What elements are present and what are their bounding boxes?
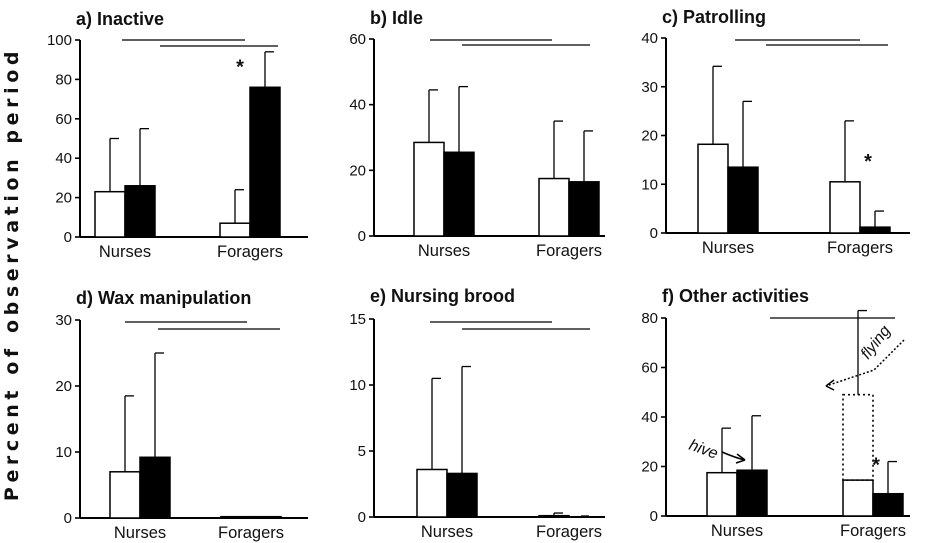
y-tick-label: 60 [641, 360, 658, 377]
bar [416, 468, 448, 518]
bar [249, 86, 281, 238]
bar [250, 515, 282, 519]
bar [94, 190, 126, 238]
x-tick-label: Foragers [217, 243, 283, 261]
y-tick-label: 100 [47, 32, 72, 49]
x-tick-label: Nurses [702, 239, 754, 257]
bar [219, 222, 251, 238]
annotation-hive-arrowhead [735, 453, 746, 464]
annotation-flying: flying [858, 322, 894, 362]
y-tick-label: 20 [349, 162, 366, 179]
x-tick-label: Nurses [114, 524, 166, 542]
y-tick-label: 0 [64, 510, 72, 527]
bar [446, 472, 478, 518]
chart-panel-f: f) Other activities 0 20 40 60 80 Nurses Forage… [641, 286, 910, 540]
x-tick-label: Foragers [536, 242, 602, 260]
y-tick-label: 40 [55, 150, 72, 167]
bar [697, 143, 729, 234]
y-tick-label: 15 [349, 311, 366, 328]
y-tick-label: 10 [641, 176, 658, 193]
y-tick-label: 30 [641, 79, 658, 96]
y-tick-label: 0 [650, 225, 658, 242]
y-tick-label: 20 [641, 128, 658, 145]
bar [220, 515, 252, 519]
chart-panel-d: d) Wax manipulation 0 10 20 30 Nurses Foragers [55, 288, 308, 542]
bar [736, 469, 768, 517]
y-tick-label: 60 [349, 31, 366, 48]
panel-title: f) Other activities [662, 286, 809, 306]
x-tick-label: Nurses [99, 243, 151, 261]
bar [538, 514, 570, 518]
asterisk: * [872, 455, 880, 477]
bar [124, 185, 156, 238]
y-tick-label: 10 [55, 444, 72, 461]
bar [413, 141, 445, 237]
y-tick-label: 20 [55, 190, 72, 207]
y-tick-label: 20 [641, 459, 658, 476]
chart-panel-a: a) Inactive 0 20 40 60 80 100 Nurses Foragers * [47, 9, 308, 261]
chart-panel-e: e) Nursing brood 0 5 10 15 Nurses Foragers [349, 286, 605, 541]
chart-panel-b: b) Idle 0 20 40 60 Nurses Foragers [349, 8, 605, 260]
y-tick-label: 40 [349, 97, 366, 114]
x-tick-label: Foragers [218, 524, 284, 542]
bar [872, 492, 904, 517]
x-tick-label: Foragers [536, 523, 602, 541]
x-tick-label: Nurses [711, 522, 763, 540]
bar [727, 166, 759, 234]
y-tick-label: 0 [64, 229, 72, 246]
annotation-flying-arrow [825, 339, 905, 387]
x-tick-label: Foragers [827, 239, 893, 257]
bar [443, 151, 475, 237]
panel-title: d) Wax manipulation [76, 288, 251, 308]
asterisk: * [864, 151, 872, 173]
bar [859, 226, 891, 234]
bar [139, 456, 171, 519]
y-tick-label: 0 [358, 228, 366, 245]
panel-title: c) Patrolling [662, 7, 766, 27]
chart-panel-c: c) Patrolling 0 10 20 30 40 Nurses Foragers * [641, 7, 910, 257]
bar [538, 177, 570, 237]
x-tick-label: Nurses [421, 523, 473, 541]
annotation-hive: hive [687, 437, 720, 463]
bar [109, 471, 141, 519]
y-tick-label: 80 [55, 71, 72, 88]
bar [568, 181, 600, 237]
y-tick-label: 80 [641, 310, 658, 327]
asterisk: * [236, 56, 244, 78]
y-tick-label: 20 [55, 378, 72, 395]
bar [842, 479, 874, 517]
y-tick-label: 60 [55, 111, 72, 128]
y-tick-label: 0 [358, 509, 366, 526]
x-tick-label: Nurses [418, 242, 470, 260]
annotation-hive-arrow [721, 451, 746, 461]
bar [706, 471, 738, 517]
y-tick-label: 40 [641, 30, 658, 47]
y-tick-label: 40 [641, 409, 658, 426]
panel-title: e) Nursing brood [370, 286, 515, 306]
y-tick-label: 30 [55, 312, 72, 329]
annotation-flying-arrowhead [825, 379, 835, 391]
dotted-bar [842, 393, 874, 481]
panel-title: a) Inactive [76, 9, 164, 29]
panel-title: b) Idle [370, 8, 423, 28]
y-tick-label: 0 [650, 508, 658, 525]
y-tick-label: 10 [349, 377, 366, 394]
x-tick-label: Foragers [840, 522, 906, 540]
y-tick-label: 5 [358, 443, 366, 460]
bar [829, 181, 861, 234]
